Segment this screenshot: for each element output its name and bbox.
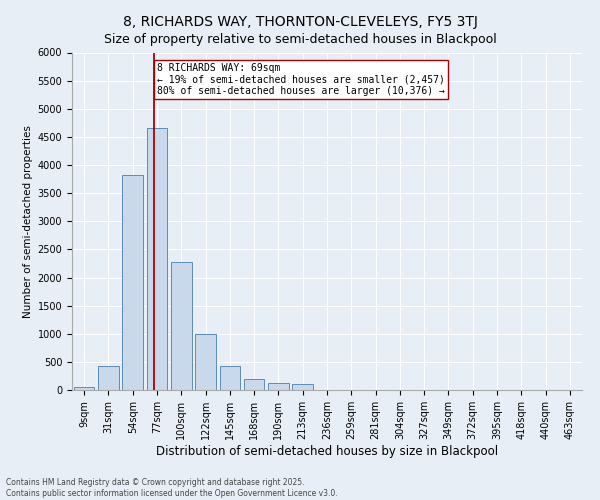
Bar [292, 384, 313, 390]
Bar [244, 379, 265, 390]
Bar [268, 382, 289, 390]
Bar [220, 366, 240, 390]
Text: Size of property relative to semi-detached houses in Blackpool: Size of property relative to semi-detach… [104, 32, 496, 46]
Bar [195, 334, 216, 390]
Bar [122, 175, 143, 390]
Y-axis label: Number of semi-detached properties: Number of semi-detached properties [23, 125, 34, 318]
Text: 8 RICHARDS WAY: 69sqm
← 19% of semi-detached houses are smaller (2,457)
80% of s: 8 RICHARDS WAY: 69sqm ← 19% of semi-deta… [157, 62, 445, 96]
Bar [171, 262, 191, 390]
Bar [146, 128, 167, 390]
Text: 8, RICHARDS WAY, THORNTON-CLEVELEYS, FY5 3TJ: 8, RICHARDS WAY, THORNTON-CLEVELEYS, FY5… [122, 15, 478, 29]
Text: Contains HM Land Registry data © Crown copyright and database right 2025.
Contai: Contains HM Land Registry data © Crown c… [6, 478, 338, 498]
Bar [74, 387, 94, 390]
X-axis label: Distribution of semi-detached houses by size in Blackpool: Distribution of semi-detached houses by … [156, 444, 498, 458]
Bar [98, 366, 119, 390]
